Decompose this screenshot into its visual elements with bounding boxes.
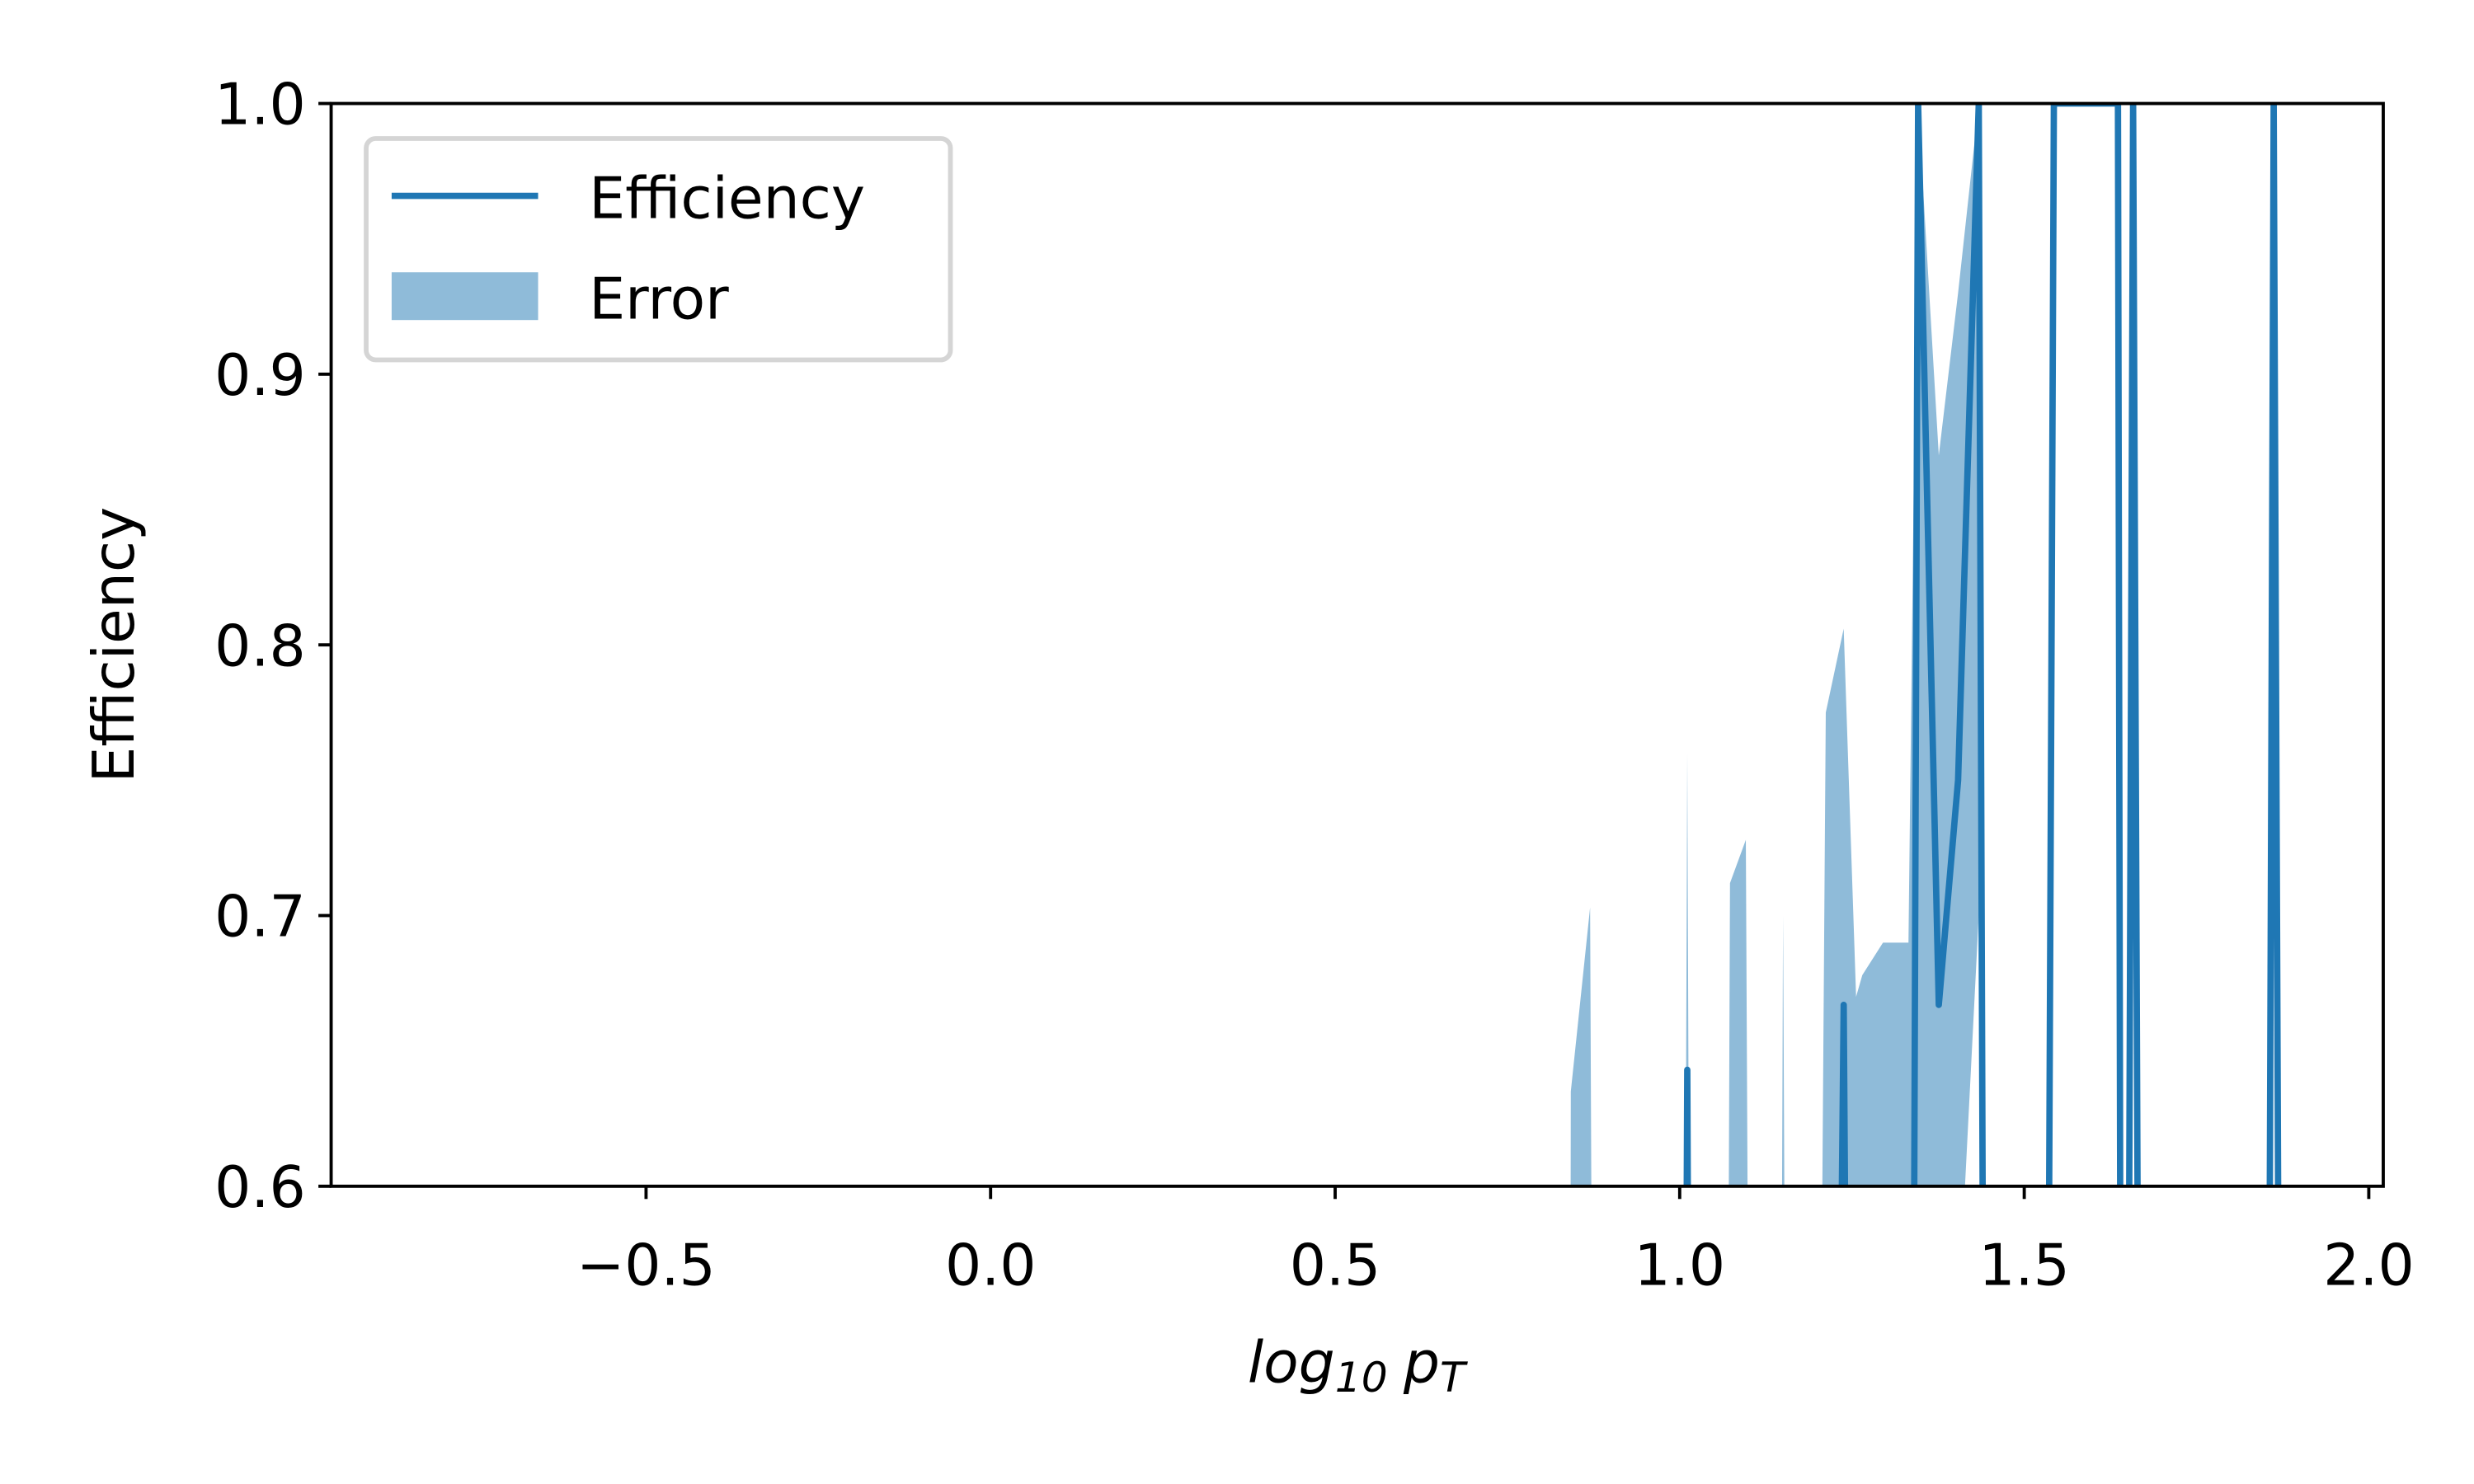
plot-area	[1570, 103, 2282, 1186]
y-tick-label: 0.6	[214, 1154, 306, 1221]
legend-swatch	[391, 272, 539, 321]
y-tick-label: 0.8	[214, 613, 306, 679]
legend-label: Efficiency	[589, 166, 865, 232]
x-label-part: log	[1248, 1329, 1335, 1396]
x-tick-label: 1.5	[1978, 1233, 2070, 1299]
efficiency-line	[1683, 103, 2282, 1186]
y-tick-label: 0.7	[214, 884, 306, 951]
x-label-part: T	[1440, 1353, 1468, 1402]
x-label-part: 10	[1335, 1353, 1388, 1402]
x-tick-label: 2.0	[2323, 1233, 2415, 1299]
x-tick-label: 0.5	[1290, 1233, 1381, 1299]
legend-label: Error	[589, 265, 729, 332]
x-tick-label: 0.0	[945, 1233, 1037, 1299]
plot-frame	[329, 101, 2385, 1188]
y-tick-label: 0.9	[214, 342, 306, 409]
x-label-part: p	[1403, 1329, 1440, 1396]
error-band	[1570, 103, 2279, 1186]
y-tick-label: 1.0	[214, 72, 306, 139]
x-tick-label: −0.5	[576, 1233, 716, 1299]
x-tick-label: 1.0	[1634, 1233, 1726, 1299]
x-axis-label: log10 pT	[1248, 1329, 1468, 1402]
y-axis-label: Efficiency	[81, 507, 148, 783]
